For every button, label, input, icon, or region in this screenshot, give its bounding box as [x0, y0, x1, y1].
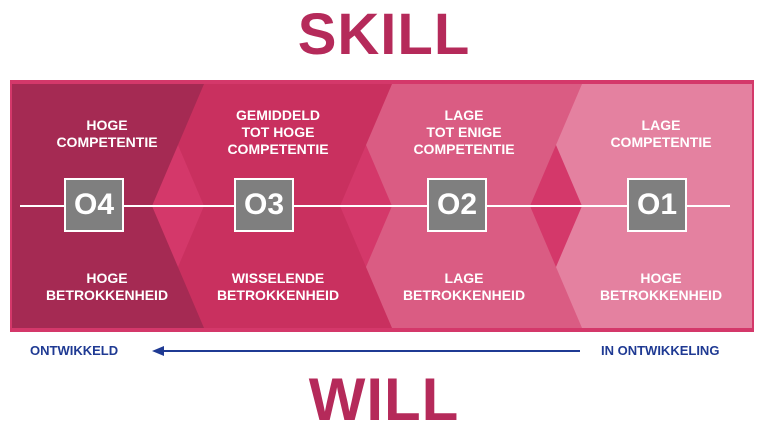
stage-o1-badge: O1 — [627, 178, 687, 232]
axis-right-label: IN ONTWIKKELING — [601, 343, 720, 358]
axis-left-label: ONTWIKKELD — [30, 343, 119, 358]
stage-o4-engagement: HOGE BETROKKENHEID — [45, 270, 169, 303]
stage-o3-badge: O3 — [234, 178, 294, 232]
direction-arrow — [152, 346, 580, 356]
stage-o3-competence: GEMIDDELD TOT HOGE COMPETENTIE — [227, 107, 329, 157]
stage-o4-competence: HOGE COMPETENTIE — [56, 117, 158, 150]
stage-o2-competence: LAGE TOT ENIGE COMPETENTIE — [413, 107, 515, 157]
skill-title: SKILL — [297, 2, 471, 67]
stage-o4-badge: O4 — [64, 178, 124, 232]
stage-o2-badge: O2 — [427, 178, 487, 232]
stage-o1-engagement: HOGE BETROKKENHEID — [599, 270, 723, 303]
will-title: WILL — [308, 366, 460, 433]
stage-o1-competence: LAGE COMPETENTIE — [610, 117, 712, 150]
stage-o3-engagement: WISSELENDE BETROKKENHEID — [216, 270, 340, 303]
stage-o2-engagement: LAGE BETROKKENHEID — [402, 270, 526, 303]
